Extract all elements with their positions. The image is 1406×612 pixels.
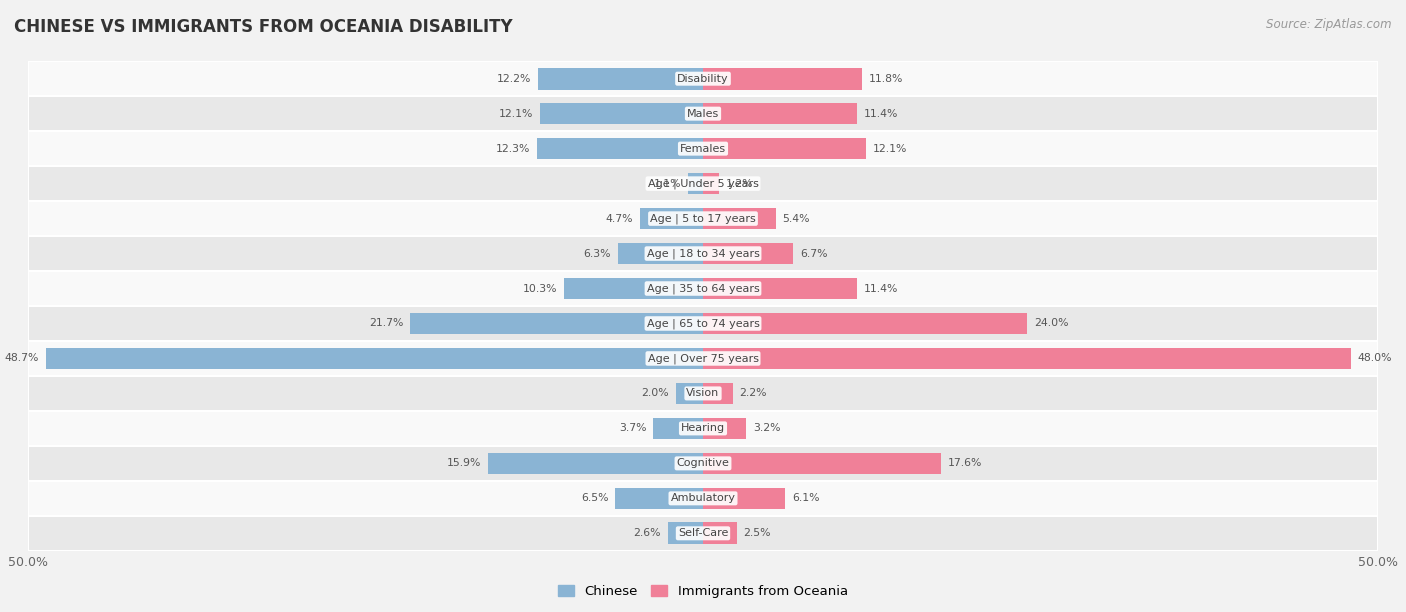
- Bar: [619, 243, 703, 264]
- Text: Self-Care: Self-Care: [678, 528, 728, 539]
- Text: 3.7%: 3.7%: [619, 424, 647, 433]
- Text: 12.1%: 12.1%: [499, 109, 533, 119]
- Text: 1.2%: 1.2%: [725, 179, 754, 188]
- Legend: Chinese, Immigrants from Oceania: Chinese, Immigrants from Oceania: [553, 580, 853, 603]
- Bar: [703, 207, 776, 230]
- Bar: [688, 173, 703, 195]
- Bar: [28, 236, 1378, 271]
- Text: 24.0%: 24.0%: [1033, 318, 1069, 329]
- Text: Age | 5 to 17 years: Age | 5 to 17 years: [650, 214, 756, 224]
- Text: Age | 18 to 34 years: Age | 18 to 34 years: [647, 248, 759, 259]
- Bar: [703, 348, 1351, 369]
- Text: 6.7%: 6.7%: [800, 248, 828, 258]
- Bar: [45, 348, 703, 369]
- Bar: [703, 382, 733, 405]
- Text: Source: ZipAtlas.com: Source: ZipAtlas.com: [1267, 18, 1392, 31]
- Bar: [411, 313, 703, 334]
- Text: Males: Males: [688, 109, 718, 119]
- Bar: [676, 382, 703, 405]
- Bar: [28, 166, 1378, 201]
- Bar: [564, 278, 703, 299]
- Text: Vision: Vision: [686, 389, 720, 398]
- Text: 48.7%: 48.7%: [4, 354, 39, 364]
- Text: 17.6%: 17.6%: [948, 458, 981, 468]
- Bar: [537, 138, 703, 160]
- Text: Cognitive: Cognitive: [676, 458, 730, 468]
- Bar: [28, 376, 1378, 411]
- Text: 12.3%: 12.3%: [496, 144, 530, 154]
- Bar: [703, 523, 737, 544]
- Text: Age | 35 to 64 years: Age | 35 to 64 years: [647, 283, 759, 294]
- Text: CHINESE VS IMMIGRANTS FROM OCEANIA DISABILITY: CHINESE VS IMMIGRANTS FROM OCEANIA DISAB…: [14, 18, 513, 36]
- Bar: [703, 452, 941, 474]
- Text: 2.5%: 2.5%: [744, 528, 770, 539]
- Text: 6.5%: 6.5%: [581, 493, 609, 503]
- Bar: [28, 271, 1378, 306]
- Bar: [703, 243, 793, 264]
- Bar: [703, 173, 720, 195]
- Bar: [28, 61, 1378, 96]
- Text: Age | 65 to 74 years: Age | 65 to 74 years: [647, 318, 759, 329]
- Bar: [668, 523, 703, 544]
- Bar: [28, 306, 1378, 341]
- Text: 48.0%: 48.0%: [1358, 354, 1392, 364]
- Bar: [703, 278, 856, 299]
- Text: 1.1%: 1.1%: [654, 179, 682, 188]
- Bar: [703, 313, 1026, 334]
- Bar: [703, 68, 862, 89]
- Text: 4.7%: 4.7%: [606, 214, 633, 223]
- Bar: [488, 452, 703, 474]
- Text: 12.1%: 12.1%: [873, 144, 907, 154]
- Text: 21.7%: 21.7%: [368, 318, 404, 329]
- Text: Age | Over 75 years: Age | Over 75 years: [648, 353, 758, 364]
- Bar: [703, 488, 786, 509]
- Bar: [28, 201, 1378, 236]
- Text: 15.9%: 15.9%: [447, 458, 482, 468]
- Text: 6.3%: 6.3%: [583, 248, 612, 258]
- Text: 5.4%: 5.4%: [783, 214, 810, 223]
- Text: 6.1%: 6.1%: [792, 493, 820, 503]
- Bar: [28, 446, 1378, 481]
- Text: Hearing: Hearing: [681, 424, 725, 433]
- Bar: [28, 341, 1378, 376]
- Bar: [538, 68, 703, 89]
- Bar: [703, 103, 856, 124]
- Text: 2.0%: 2.0%: [641, 389, 669, 398]
- Text: 3.2%: 3.2%: [754, 424, 780, 433]
- Bar: [28, 481, 1378, 516]
- Bar: [616, 488, 703, 509]
- Bar: [640, 207, 703, 230]
- Bar: [652, 417, 703, 439]
- Text: 11.8%: 11.8%: [869, 73, 904, 84]
- Bar: [28, 411, 1378, 446]
- Text: Ambulatory: Ambulatory: [671, 493, 735, 503]
- Text: 10.3%: 10.3%: [523, 283, 557, 294]
- Bar: [703, 417, 747, 439]
- Text: 2.6%: 2.6%: [634, 528, 661, 539]
- Bar: [28, 131, 1378, 166]
- Bar: [540, 103, 703, 124]
- Text: 11.4%: 11.4%: [863, 109, 898, 119]
- Text: Disability: Disability: [678, 73, 728, 84]
- Text: Females: Females: [681, 144, 725, 154]
- Text: 11.4%: 11.4%: [863, 283, 898, 294]
- Text: 2.2%: 2.2%: [740, 389, 766, 398]
- Bar: [703, 138, 866, 160]
- Text: Age | Under 5 years: Age | Under 5 years: [648, 178, 758, 189]
- Text: 12.2%: 12.2%: [498, 73, 531, 84]
- Bar: [28, 516, 1378, 551]
- Bar: [28, 96, 1378, 131]
